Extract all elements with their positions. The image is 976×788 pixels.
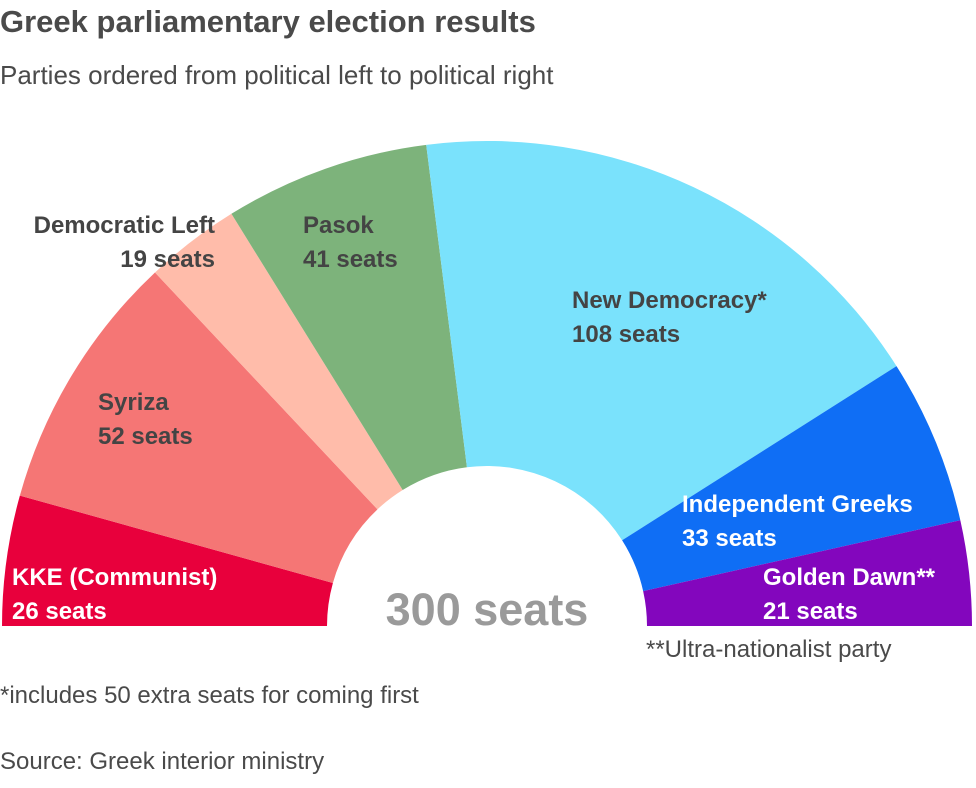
party-seats-label: 108 seats bbox=[572, 321, 680, 348]
party-name-label: KKE (Communist) bbox=[12, 564, 217, 591]
slice-5 bbox=[622, 366, 961, 592]
party-name-label: Syriza bbox=[98, 389, 169, 416]
slice-2 bbox=[154, 213, 403, 510]
party-labels: KKE (Communist) 26 seats Syriza 52 seats Dem… bbox=[12, 212, 936, 625]
party-name-label: Pasok bbox=[303, 212, 374, 239]
slice-4 bbox=[426, 141, 897, 541]
party-name-label: Independent Greeks bbox=[682, 491, 913, 518]
party-seats-label: 33 seats bbox=[682, 525, 777, 552]
seat-slices bbox=[2, 141, 972, 626]
party-seats-label: 19 seats bbox=[120, 246, 215, 273]
slice-1 bbox=[19, 272, 378, 583]
chart-subtitle: Parties ordered from political left to p… bbox=[0, 60, 554, 90]
party-seats-label: 26 seats bbox=[12, 598, 107, 625]
party-name-label: Golden Dawn** bbox=[763, 564, 936, 591]
footnote-extra-seats: *includes 50 extra seats for coming firs… bbox=[0, 682, 419, 709]
total-seats-label: 300 seats bbox=[386, 584, 589, 635]
chart-title: Greek parliamentary election results bbox=[0, 4, 536, 39]
slice-3 bbox=[231, 144, 467, 491]
party-seats-label: 21 seats bbox=[763, 598, 858, 625]
source-note: Source: Greek interior ministry bbox=[0, 748, 325, 775]
party-name-label: Democratic Left bbox=[34, 212, 215, 239]
slice-0 bbox=[2, 495, 333, 626]
slice-6 bbox=[643, 520, 972, 626]
party-seats-label: 41 seats bbox=[303, 246, 398, 273]
party-name-label: New Democracy* bbox=[572, 287, 767, 314]
party-seats-label: 52 seats bbox=[98, 423, 193, 450]
footnote-ultra-nationalist: **Ultra-nationalist party bbox=[646, 636, 892, 663]
